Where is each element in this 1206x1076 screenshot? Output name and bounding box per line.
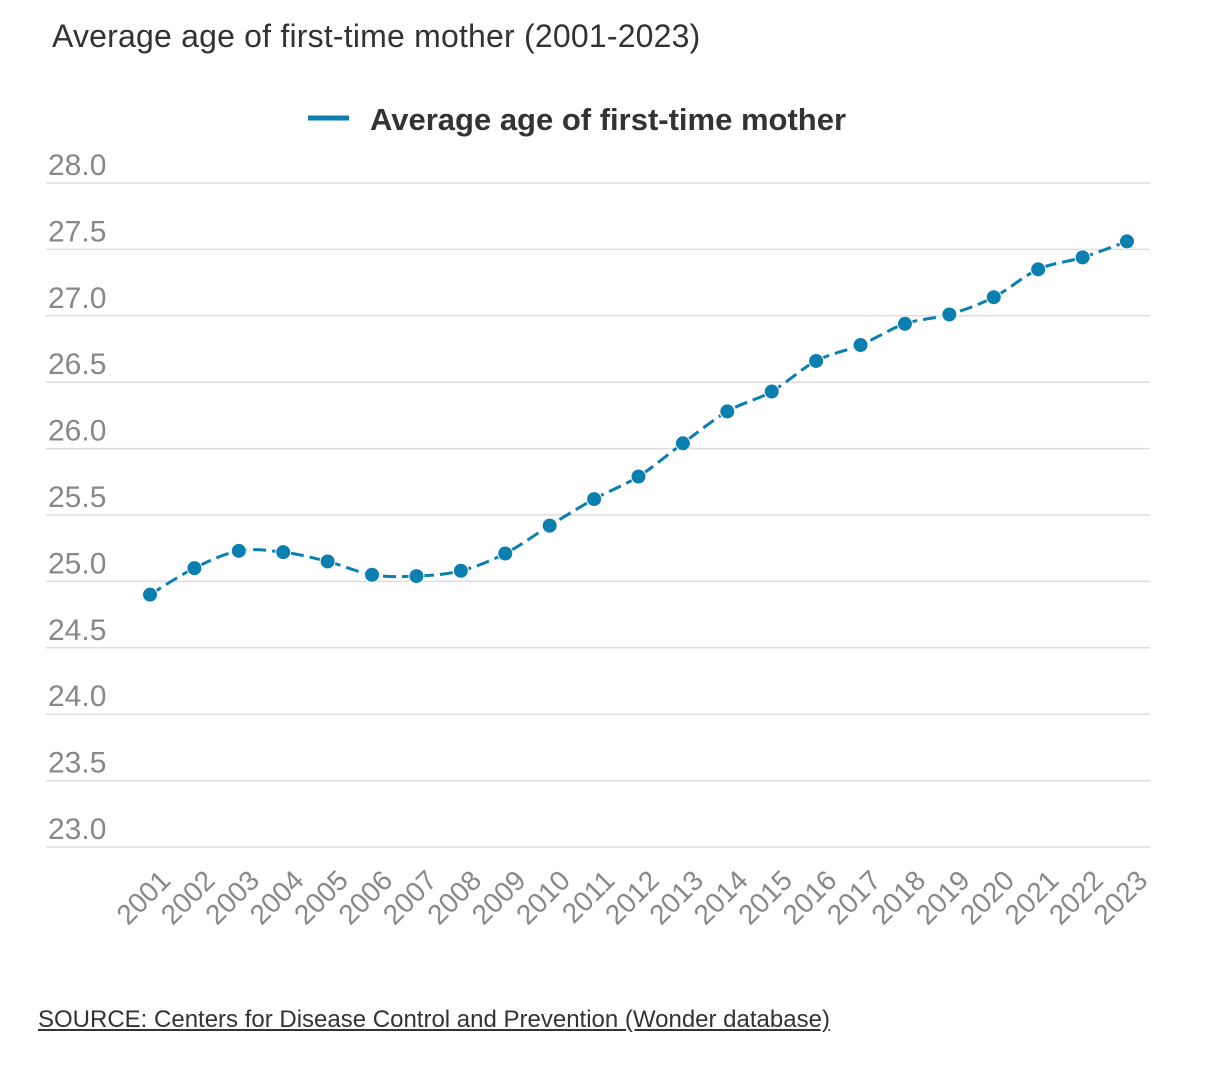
data-point-2009[interactable] [497,545,514,562]
y-tick-label: 27.0 [48,282,106,315]
x-tick-label: 2023 [1087,864,1153,930]
y-tick-label: 27.5 [48,215,106,248]
series-line [149,240,1128,596]
legend[interactable]: Average age of first-time mother [308,102,846,137]
data-point-2016[interactable] [808,352,825,369]
data-point-2002[interactable] [186,560,203,577]
y-axis-tick-labels: 28.0 27.5 27.0 26.5 26.0 25.5 25.0 24.5 24.0 23.5… [48,149,106,846]
line-chart: Average age of first-time mother 28.0 27.… [46,102,1153,930]
data-point-2023[interactable] [1119,233,1135,250]
chart-title: Average age of first-time mother (2001-2… [52,18,701,54]
y-tick-label: 26.5 [48,348,106,381]
data-points [142,233,1135,603]
data-point-2022[interactable] [1074,249,1091,266]
data-point-2013[interactable] [674,435,691,452]
y-tick-label: 24.5 [48,614,106,647]
data-point-2004[interactable] [275,544,292,561]
y-tick-label: 24.0 [48,680,106,713]
grid-lines [46,182,1150,848]
data-point-2017[interactable] [852,337,869,354]
y-tick-label: 23.0 [48,813,106,846]
y-tick-label: 28.0 [48,149,106,182]
data-point-2010[interactable] [541,517,558,534]
data-point-2019[interactable] [941,306,958,323]
y-tick-label: 23.5 [48,747,106,780]
data-point-2006[interactable] [364,566,381,583]
y-tick-label: 25.5 [48,481,106,514]
data-point-2021[interactable] [1030,261,1047,278]
x-axis-tick-labels: 2001200220032004200520062007200820092010… [110,864,1153,930]
source-link[interactable]: SOURCE: Centers for Disease Control and … [38,1006,830,1033]
data-point-2001[interactable] [142,586,158,603]
data-point-2003[interactable] [230,542,247,559]
data-point-2015[interactable] [763,383,780,400]
data-point-2012[interactable] [630,468,647,485]
data-point-2005[interactable] [319,553,336,570]
y-tick-label: 25.0 [48,547,106,580]
data-point-2011[interactable] [586,491,603,508]
legend-label: Average age of first-time mother [370,102,846,137]
data-point-2018[interactable] [896,315,913,332]
data-point-2007[interactable] [408,568,425,585]
y-tick-label: 26.0 [48,415,106,448]
data-point-2008[interactable] [452,562,469,579]
data-point-2014[interactable] [719,403,736,420]
data-point-2020[interactable] [985,289,1002,306]
